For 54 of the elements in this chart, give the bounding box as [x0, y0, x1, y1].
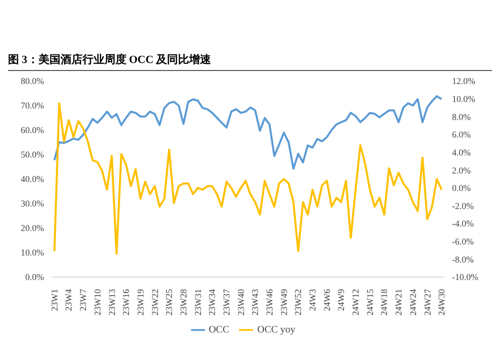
legend-label: OCC	[208, 324, 230, 336]
y2-tick-label: -10.0%	[452, 272, 479, 282]
x-tick-label: 23W22	[150, 289, 160, 316]
x-tick-label: 23W7	[78, 288, 88, 311]
x-tick-label: 23W52	[293, 289, 304, 316]
x-tick-label: 23W16	[121, 288, 132, 316]
y-tick-label: 70.0%	[20, 100, 44, 111]
line-series	[53, 95, 443, 170]
y2-tick-label: 6.0%	[452, 130, 472, 140]
y2-tick-label: 0.0%	[452, 183, 472, 194]
x-tick-label: 23W34	[207, 288, 218, 316]
chart-title: 图 3：美国酒店行业周度 OCC 及同比增速	[8, 52, 492, 71]
x-tick-label: 23W49	[278, 288, 289, 316]
x-tick-label: 24W6	[322, 288, 332, 311]
line-series	[53, 102, 443, 255]
y2-tick-label: 2.0%	[452, 165, 472, 176]
y2-tick-label: 8.0%	[452, 112, 472, 122]
x-tick-label: 23W19	[135, 288, 146, 316]
y2-tick-label: 4.0%	[452, 147, 472, 158]
x-tick-label: 24W9	[336, 288, 346, 311]
y-tick-label: 60.0%	[20, 125, 44, 136]
x-tick-label: 23W13	[106, 288, 117, 316]
x-tick-label: 24W21	[394, 289, 404, 316]
x-tick-label: 24W3	[308, 288, 318, 311]
x-tick-label: 23W37	[221, 288, 232, 316]
x-tick-label: 23W31	[192, 289, 203, 316]
x-tick-label: 23W46	[264, 288, 275, 316]
y2-tick-label: 10.0%	[452, 94, 476, 104]
x-tick-label: 23W1	[49, 289, 60, 311]
y-tick-label: 20.0%	[20, 223, 44, 234]
x-tick-label: 23W4	[64, 288, 74, 311]
y-tick-label: 30.0%	[20, 198, 44, 209]
x-tick-label: 23W10	[92, 288, 102, 316]
y-tick-label: 50.0%	[20, 150, 44, 160]
x-tick-label: 23W25	[164, 288, 174, 316]
y-tick-label: 40.0%	[20, 174, 44, 184]
x-tick-label: 23W43	[250, 288, 260, 316]
y-tick-label: 10.0%	[20, 248, 44, 258]
x-tick-label: 23W40	[236, 288, 246, 316]
y2-tick-label: -4.0%	[452, 218, 474, 229]
legend-label: OCC yoy	[257, 324, 296, 336]
x-tick-label: 24W18	[379, 288, 390, 316]
y2-tick-label: -6.0%	[452, 236, 474, 247]
x-tick-label: 24W15	[364, 288, 375, 316]
x-tick-label: 23W28	[178, 288, 188, 316]
y2-tick-label: 12.0%	[452, 76, 476, 86]
x-tick-label: 24W30	[436, 288, 447, 316]
x-tick-label: 24W12	[350, 289, 361, 316]
y-tick-label: 80.0%	[20, 76, 44, 86]
y2-tick-label: -8.0%	[452, 254, 474, 264]
x-tick-label: 24W27	[422, 288, 432, 316]
x-tick-label: 24W24	[408, 288, 418, 316]
y2-tick-label: -2.0%	[452, 200, 474, 211]
y-tick-label: 0.0%	[25, 272, 44, 282]
